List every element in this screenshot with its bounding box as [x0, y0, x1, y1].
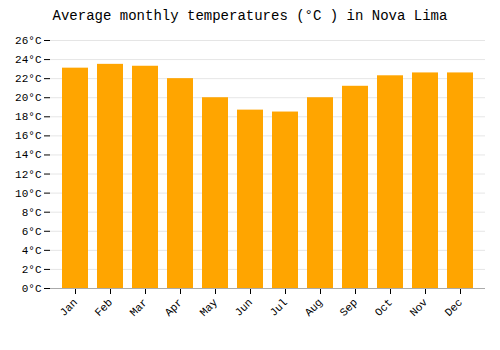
svg-text:22°C: 22°C [15, 73, 42, 85]
svg-text:26°C: 26°C [15, 35, 42, 47]
svg-text:Sep: Sep [338, 296, 360, 318]
svg-text:6°C: 6°C [22, 226, 42, 238]
svg-text:12°C: 12°C [15, 169, 42, 181]
svg-text:24°C: 24°C [15, 54, 42, 66]
svg-text:18°C: 18°C [15, 111, 42, 123]
svg-text:Feb: Feb [93, 296, 115, 318]
svg-text:Jan: Jan [58, 296, 80, 318]
svg-text:2°C: 2°C [22, 264, 42, 276]
svg-text:Apr: Apr [163, 296, 185, 318]
svg-text:10°C: 10°C [15, 188, 42, 200]
svg-text:16°C: 16°C [15, 130, 42, 142]
svg-text:8°C: 8°C [22, 207, 42, 219]
svg-text:Jul: Jul [268, 296, 290, 318]
svg-text:May: May [198, 296, 221, 319]
svg-text:0°C: 0°C [22, 283, 42, 295]
svg-text:Mar: Mar [128, 296, 150, 318]
svg-text:Nov: Nov [408, 296, 431, 319]
svg-text:Oct: Oct [373, 296, 395, 318]
svg-text:Jun: Jun [233, 296, 255, 318]
svg-text:20°C: 20°C [15, 92, 42, 104]
svg-text:14°C: 14°C [15, 149, 42, 161]
svg-text:Dec: Dec [443, 296, 465, 318]
svg-text:Aug: Aug [303, 296, 325, 318]
svg-text:4°C: 4°C [22, 245, 42, 257]
html-text:Average monthly temperatures (: Average monthly temperatures (°C ) in No… [52, 8, 448, 24]
